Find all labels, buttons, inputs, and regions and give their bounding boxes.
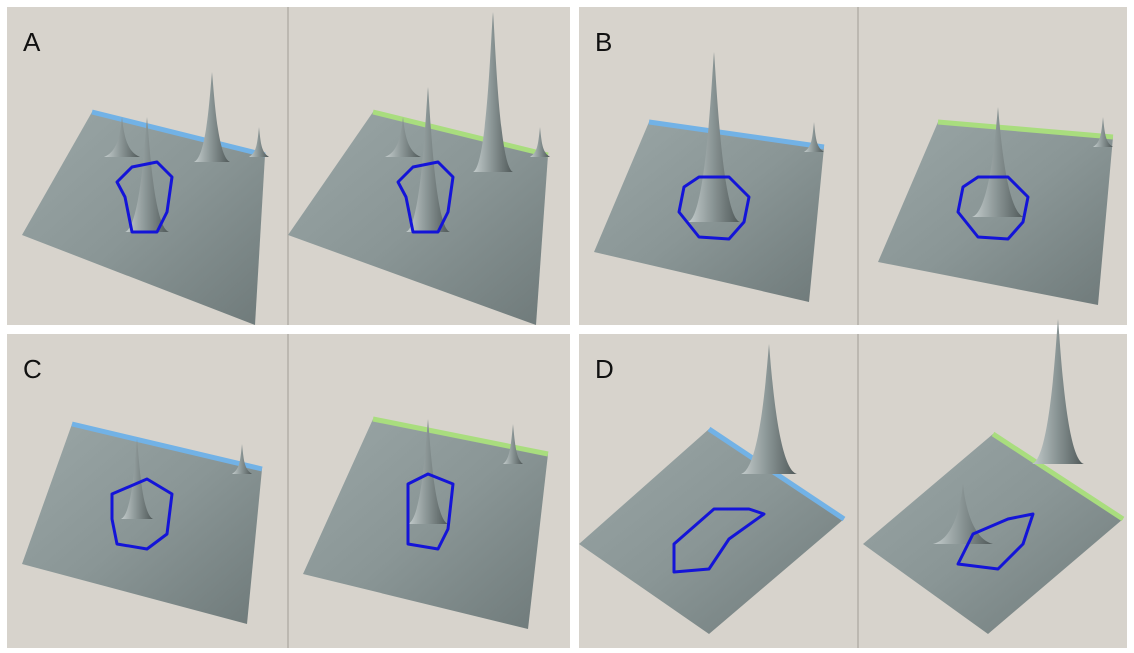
panel-label: C <box>23 354 42 384</box>
panel-label: A <box>23 27 41 57</box>
panels: A B C D <box>7 7 1127 648</box>
panel-label: B <box>595 27 612 57</box>
panel: D <box>579 319 1127 648</box>
panel: A <box>7 7 570 325</box>
panel: C <box>7 334 570 648</box>
figure: A B C D <box>0 0 1134 653</box>
panel: B <box>579 7 1127 325</box>
panel-label: D <box>595 354 614 384</box>
